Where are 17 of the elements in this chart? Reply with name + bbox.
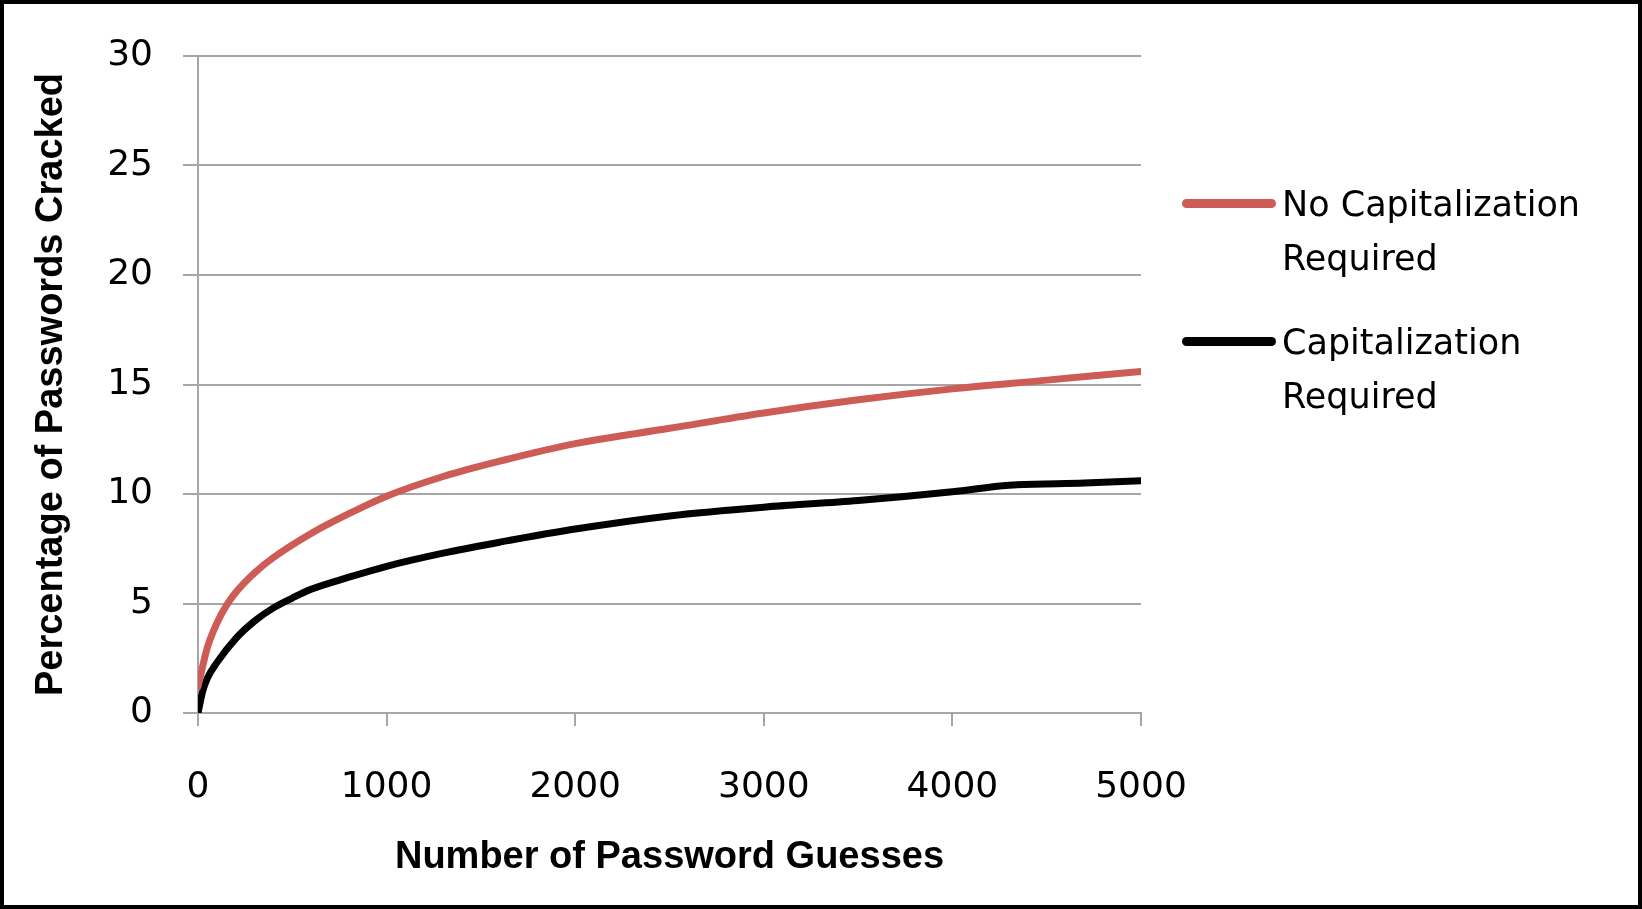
y-tick-label: 5 bbox=[130, 579, 153, 621]
x-tick-label: 2000 bbox=[529, 763, 622, 805]
y-tick-label: 25 bbox=[107, 141, 153, 183]
x-tick-label: 1000 bbox=[340, 763, 433, 805]
y-tick-label: 15 bbox=[107, 360, 153, 402]
y-axis-title: Percentage of Passwords Cracked bbox=[28, 72, 71, 697]
x-tick-label: 0 bbox=[186, 763, 210, 805]
x-tick-label: 4000 bbox=[906, 763, 999, 805]
x-axis-title: Number of Password Guesses bbox=[394, 833, 945, 876]
y-tick-label: 20 bbox=[107, 251, 153, 293]
x-tick-label: 3000 bbox=[717, 763, 810, 805]
legend-label: No Capitalization Required bbox=[1282, 183, 1582, 280]
y-tick-label: 0 bbox=[130, 689, 153, 731]
legend-label: Capitalization Required bbox=[1282, 321, 1523, 418]
y-tick-label: 10 bbox=[107, 470, 153, 512]
x-tick-label: 5000 bbox=[1095, 763, 1187, 805]
y-tick-label: 30 bbox=[107, 32, 153, 74]
